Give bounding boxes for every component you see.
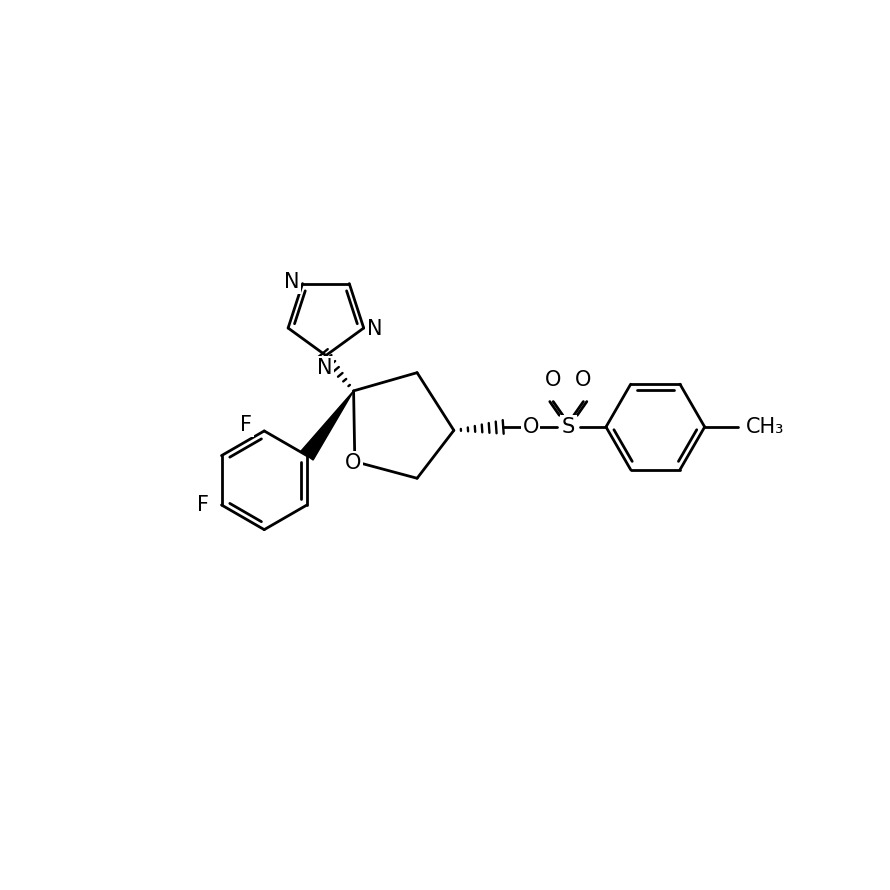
Text: O: O <box>545 370 562 390</box>
Text: N: N <box>368 320 383 339</box>
Text: F: F <box>240 416 252 435</box>
Text: CH₃: CH₃ <box>746 417 784 437</box>
Polygon shape <box>301 391 353 460</box>
Text: O: O <box>575 370 592 390</box>
Text: O: O <box>522 417 538 437</box>
Text: N: N <box>284 272 299 292</box>
Text: O: O <box>345 453 361 473</box>
Text: N: N <box>317 358 332 377</box>
Text: S: S <box>562 417 575 437</box>
Text: F: F <box>198 495 209 515</box>
